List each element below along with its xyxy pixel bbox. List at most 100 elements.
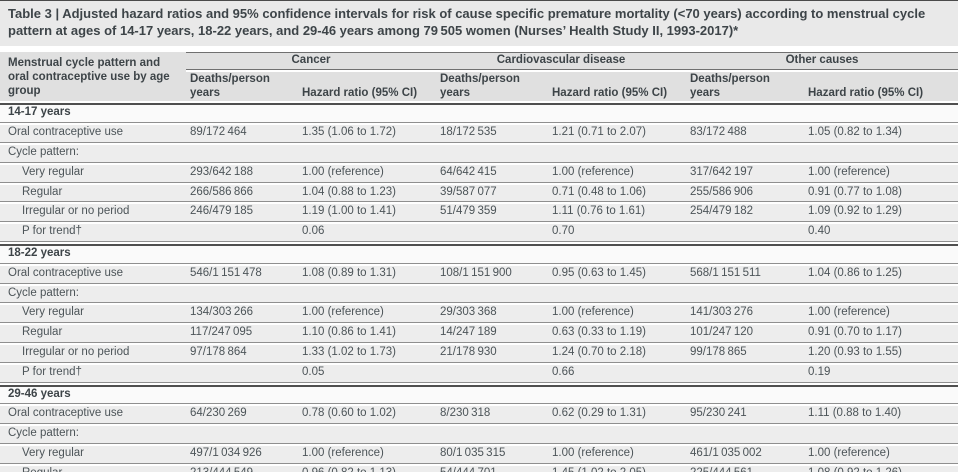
data-cell: 1.09 (0.92 to 1.29) — [804, 204, 958, 223]
row-label: Oral contraceptive use — [0, 125, 186, 144]
data-cell: 266/586 866 — [186, 184, 298, 203]
data-cell: 14/247 189 — [436, 325, 548, 344]
section-header-row: 14-17 years — [0, 103, 958, 124]
sub-header-row: Deaths/person years Hazard ratio (95% CI… — [0, 72, 958, 102]
data-cell — [436, 145, 548, 163]
data-cell: 0.05 — [298, 364, 436, 383]
data-cell: 95/230 241 — [686, 406, 804, 425]
table-title: Table 3 | Adjusted hazard ratios and 95%… — [0, 0, 958, 46]
column-header-cvd-hr: Hazard ratio (95% CI) — [548, 72, 686, 102]
data-cell: 568/1 151 511 — [686, 265, 804, 284]
data-cell — [298, 145, 436, 163]
data-cell: 64/230 269 — [186, 406, 298, 425]
data-cell: 89/172 464 — [186, 125, 298, 144]
section-heading: 14-17 years — [0, 103, 958, 124]
column-header-cancer-hr: Hazard ratio (95% CI) — [298, 72, 436, 102]
row-label: P for trend† — [0, 364, 186, 383]
data-cell: 134/303 266 — [186, 305, 298, 324]
row-label: Very regular — [0, 446, 186, 464]
data-cell: 8/230 318 — [436, 406, 548, 425]
data-cell: 0.40 — [804, 224, 958, 243]
data-cell — [436, 285, 548, 304]
section-heading: 18-22 years — [0, 244, 958, 264]
table-body: 14-17 years Oral contraceptive use 89/172 … — [0, 103, 958, 472]
table-row: Regular213/444 5490.96 (0.82 to 1.13)54/… — [0, 465, 958, 472]
data-cell — [298, 285, 436, 304]
data-cell — [686, 285, 804, 304]
data-cell: 246/479 185 — [186, 204, 298, 223]
table-row: Irregular or no period 246/479 185 1.19 (1… — [0, 204, 958, 223]
row-label: Cycle pattern: — [0, 145, 186, 163]
data-cell: 1.21 (0.71 to 2.07) — [548, 125, 686, 144]
data-cell: 117/247 095 — [186, 325, 298, 344]
data-cell: 1.00 (reference) — [548, 446, 686, 464]
row-label: Cycle pattern: — [0, 426, 186, 445]
table-row: P for trend† 0.06 0.70 0.40 — [0, 224, 958, 243]
data-cell: 1.00 (reference) — [548, 164, 686, 183]
data-cell — [804, 285, 958, 304]
row-label: Very regular — [0, 164, 186, 183]
data-cell: 51/479 359 — [436, 204, 548, 223]
data-cell: 83/172 488 — [686, 125, 804, 144]
data-cell: 497/1 034 926 — [186, 446, 298, 464]
data-cell: 1.08 (0.92 to 1.26) — [804, 465, 958, 472]
data-cell: 54/444 701 — [436, 465, 548, 472]
data-cell — [686, 364, 804, 383]
data-cell — [548, 285, 686, 304]
table-row: Irregular or no period 97/178 864 1.33 (1.… — [0, 345, 958, 363]
data-cell: 97/178 864 — [186, 345, 298, 363]
data-cell: 141/303 276 — [686, 305, 804, 324]
data-cell: 1.11 (0.88 to 1.40) — [804, 406, 958, 425]
data-cell: 0.95 (0.63 to 1.45) — [548, 265, 686, 284]
data-cell — [548, 145, 686, 163]
column-header-other-hr: Hazard ratio (95% CI) — [804, 72, 958, 102]
data-cell: 254/479 182 — [686, 204, 804, 223]
data-cell: 18/172 535 — [436, 125, 548, 144]
data-cell: 1.05 (0.82 to 1.34) — [804, 125, 958, 144]
group-header-other-causes: Other causes — [686, 51, 958, 71]
data-cell: 0.66 — [548, 364, 686, 383]
data-cell: 0.62 (0.29 to 1.31) — [548, 406, 686, 425]
data-cell — [186, 426, 298, 445]
row-label: Regular — [0, 184, 186, 203]
data-cell — [186, 285, 298, 304]
data-cell: 0.63 (0.33 to 1.19) — [548, 325, 686, 344]
data-cell: 0.06 — [298, 224, 436, 243]
row-label: Regular — [0, 325, 186, 344]
table-row: Oral contraceptive use 64/230 269 0.78 (0.… — [0, 406, 958, 425]
data-cell: 21/178 930 — [436, 345, 548, 363]
data-cell: 293/642 188 — [186, 164, 298, 183]
table-row: Cycle pattern: — [0, 426, 958, 445]
data-cell — [804, 426, 958, 445]
column-header-cvd-deaths: Deaths/person years — [436, 72, 548, 102]
data-cell: 546/1 151 478 — [186, 265, 298, 284]
data-cell — [186, 364, 298, 383]
data-cell: 461/1 035 002 — [686, 446, 804, 464]
table-row: Very regular 134/303 266 1.00 (reference) 2… — [0, 305, 958, 324]
table-row: Regular 117/247 095 1.10 (0.86 to 1.41) 14/… — [0, 325, 958, 344]
data-cell: 255/586 906 — [686, 184, 804, 203]
data-cell: 1.08 (0.89 to 1.31) — [298, 265, 436, 284]
data-cell: 0.70 — [548, 224, 686, 243]
table-row: P for trend† 0.05 0.66 0.19 — [0, 364, 958, 383]
data-cell: 225/444 561 — [686, 465, 804, 472]
data-cell: 101/247 120 — [686, 325, 804, 344]
data-cell: 1.33 (1.02 to 1.73) — [298, 345, 436, 363]
data-cell: 1.19 (1.00 to 1.41) — [298, 204, 436, 223]
data-cell: 1.24 (0.70 to 2.18) — [548, 345, 686, 363]
data-cell — [804, 145, 958, 163]
table-row: Regular 266/586 866 1.04 (0.88 to 1.23) 39/… — [0, 184, 958, 203]
data-cell: 39/587 077 — [436, 184, 548, 203]
data-cell: 1.04 (0.86 to 1.25) — [804, 265, 958, 284]
table-row: Cycle pattern: — [0, 145, 958, 163]
data-cell: 1.45 (1.02 to 2.05) — [548, 465, 686, 472]
column-header-cancer-deaths: Deaths/person years — [186, 72, 298, 102]
data-cell: 1.10 (0.86 to 1.41) — [298, 325, 436, 344]
section-heading: 29-46 years — [0, 384, 958, 405]
data-cell: 29/303 368 — [436, 305, 548, 324]
data-cell: 0.71 (0.48 to 1.06) — [548, 184, 686, 203]
data-cell: 1.00 (reference) — [298, 446, 436, 464]
data-cell — [436, 426, 548, 445]
row-label: P for trend† — [0, 224, 186, 243]
data-cell: 0.78 (0.60 to 1.02) — [298, 406, 436, 425]
